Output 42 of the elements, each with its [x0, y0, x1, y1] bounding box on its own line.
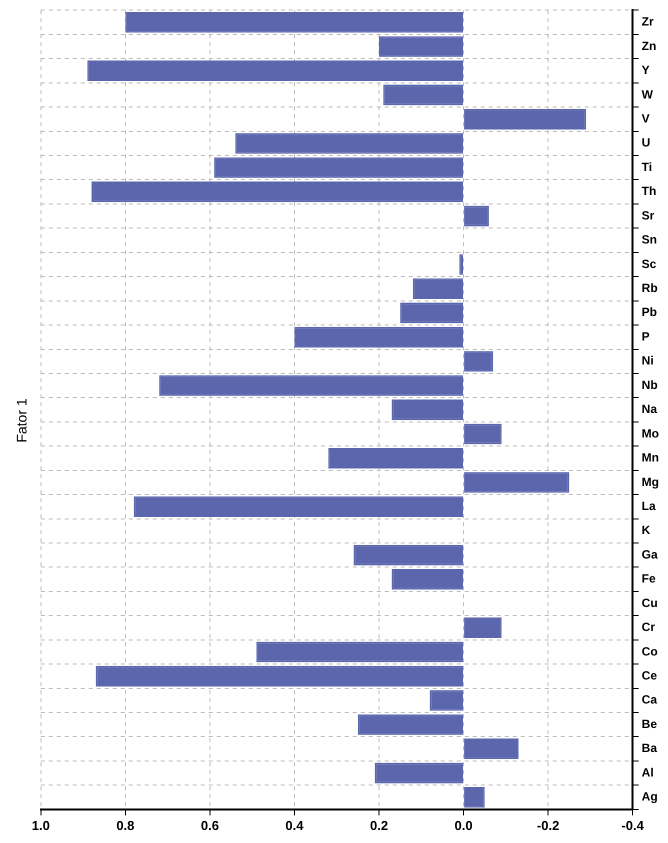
y-tick-label: U	[642, 136, 650, 150]
x-tick-label: 1.0	[32, 818, 50, 833]
y-tick-label: Mn	[642, 450, 659, 465]
y-tick-label: Na	[642, 402, 658, 416]
y-tick-label: Zr	[642, 14, 654, 29]
y-tick-label: P	[642, 329, 650, 344]
y-tick-label: Nb	[642, 378, 658, 392]
y-tick-label: V	[642, 111, 650, 126]
y-tick-label: Mg	[642, 474, 659, 489]
y-tick-label: Ti	[642, 160, 652, 174]
x-tick-label: 0.2	[370, 818, 388, 833]
x-tick-label: 0.4	[285, 818, 304, 833]
text: Fator 1	[13, 398, 30, 443]
y-tick-label: Co	[642, 644, 658, 658]
y-tick-label: Fe	[642, 572, 656, 586]
x-tick-label: 0.8	[116, 818, 134, 833]
y-tick-label: Rb	[642, 281, 658, 296]
x-tick-label: -0.2	[536, 818, 560, 833]
y-tick-label: Be	[642, 716, 658, 731]
y-tick-label: Ca	[642, 692, 658, 707]
y-tick-label: Pb	[642, 305, 658, 320]
y-tick-label: Mo	[642, 426, 659, 440]
y-tick-label: Cr	[642, 620, 656, 634]
x-tick-label: 0.0	[454, 818, 473, 833]
y-tick-label: Ba	[642, 741, 658, 756]
y-tick-label: Sc	[642, 256, 657, 271]
y-tick-label: Y	[642, 63, 650, 78]
y-tick-label: Cu	[642, 596, 658, 610]
y-tick-label: W	[642, 87, 654, 102]
y-tick-label: Ga	[642, 547, 658, 562]
y-tick-label: Th	[642, 184, 656, 198]
y-tick-label: Ag	[642, 790, 658, 804]
x-tick-label: -0.4	[621, 818, 645, 833]
y-tick-label: Sn	[642, 232, 658, 247]
y-tick-label: Al	[642, 765, 654, 780]
y-tick-label: K	[642, 523, 651, 538]
y-tick-label: La	[642, 498, 656, 513]
y-tick-label: Sr	[642, 208, 655, 222]
y-tick-label: Ni	[642, 354, 654, 368]
y-tick-label: Ce	[642, 668, 658, 683]
y-tick-label: Zn	[642, 38, 656, 53]
x-tick-label: 0.6	[200, 818, 219, 833]
